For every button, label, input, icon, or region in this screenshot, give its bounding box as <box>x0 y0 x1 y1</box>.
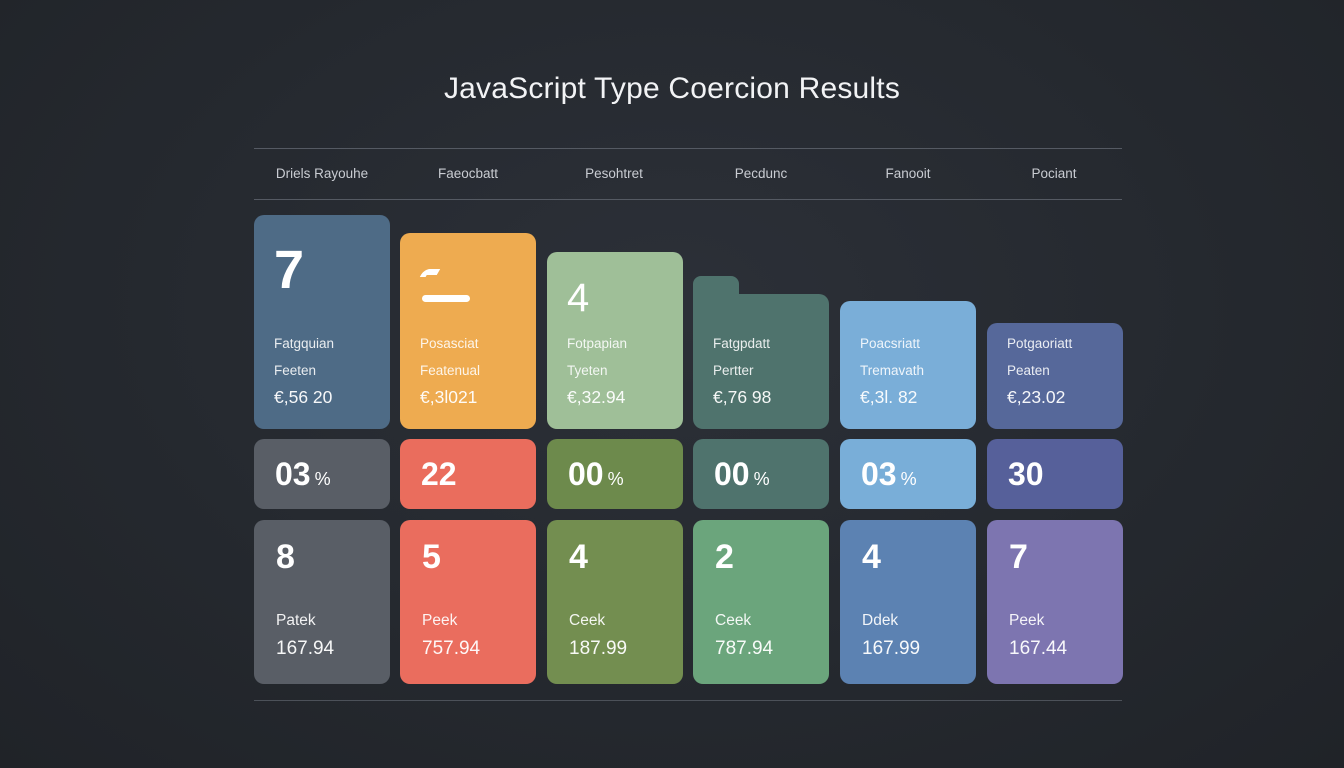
top-card-amount: €,76 98 <box>713 387 772 407</box>
bottom-card[interactable]: 4 Ddek 167.99 <box>840 520 976 684</box>
percent-value: 22 <box>421 458 461 490</box>
percent-unit: % <box>607 469 624 489</box>
top-card[interactable]: 7 Fatgquian Feeten €,56 20 <box>254 215 390 429</box>
bottom-card-value: 167.44 <box>1009 638 1068 659</box>
percent-unit: % <box>753 469 770 489</box>
header-row: Driels Rayouhe Faeocbatt Pesohtret Pecdu… <box>254 150 1122 198</box>
top-card[interactable]: Posasciat Featenual €,3l021 <box>400 233 536 429</box>
percent-value: 03% <box>861 458 917 490</box>
percent-number: 03 <box>861 456 897 492</box>
dash-icon-bar <box>422 295 470 302</box>
header-cell: Faeocbatt <box>437 166 499 181</box>
top-card-amount: €,23.02 <box>1007 387 1066 407</box>
bottom-card-number: 2 <box>715 538 734 576</box>
top-card-amount: €,56 20 <box>274 387 333 407</box>
dash-icon <box>419 269 470 309</box>
bottom-card-number: 4 <box>862 538 881 576</box>
bottom-card-value: 787.94 <box>715 638 774 659</box>
bottom-card[interactable]: 2 Ceek 787.94 <box>693 520 829 684</box>
percent-number: 03 <box>275 456 311 492</box>
top-card-sublabel: Tyeten <box>567 363 608 378</box>
dash-icon-stroke <box>419 269 441 277</box>
bottom-card-value: 167.94 <box>276 638 335 659</box>
bottom-card[interactable]: 4 Ceek 187.99 <box>547 520 683 684</box>
percent-tile[interactable]: 03% <box>254 439 390 509</box>
top-card-sublabel: Tremavath <box>860 363 925 378</box>
bottom-card-label: Ceek <box>569 612 606 629</box>
percent-value: 00% <box>714 458 770 490</box>
header-cell: Pesohtret <box>585 166 643 181</box>
bottom-card-label: Peek <box>1009 612 1045 629</box>
top-card-sublabel: Featenual <box>420 363 481 378</box>
top-card-amount: €,3l. 82 <box>860 387 918 407</box>
header-cell: Fanooit <box>885 166 931 181</box>
percent-tile[interactable]: 00% <box>693 439 829 509</box>
top-card-label: Fatgquian <box>274 336 335 351</box>
percent-tile[interactable]: 03% <box>840 439 976 509</box>
top-card-amount: €,32.94 <box>567 387 626 407</box>
top-card[interactable]: 4 Fotpapian Tyeten €,32.94 <box>547 252 683 429</box>
header-cell: Driels Rayouhe <box>275 166 369 181</box>
top-card-label: Posasciat <box>420 336 479 351</box>
percent-value: 30 <box>1008 458 1048 490</box>
top-card-big-value: 4 <box>567 276 590 320</box>
percent-number: 30 <box>1008 456 1044 492</box>
top-card-sublabel: Feeten <box>274 363 317 378</box>
percent-tile[interactable]: 30 <box>987 439 1123 509</box>
footer-rule <box>254 700 1122 701</box>
bottom-card-number: 8 <box>276 538 295 576</box>
top-card-folder[interactable]: Fatgpdatt Pertter €,76 98 <box>693 276 829 429</box>
top-card-label: Potgaoriatt <box>1007 336 1073 351</box>
bottom-card-value: 187.99 <box>569 638 628 659</box>
bottom-card[interactable]: 8 Patek 167.94 <box>254 520 390 684</box>
bottom-card[interactable]: 7 Peek 167.44 <box>987 520 1123 684</box>
percent-number: 00 <box>568 456 604 492</box>
header-top-rule <box>254 148 1122 149</box>
percent-unit: % <box>900 469 917 489</box>
header-bottom-rule <box>254 199 1122 200</box>
top-card-label: Fatgpdatt <box>713 336 771 351</box>
percent-unit: % <box>314 469 331 489</box>
header-cell: Pecdunc <box>734 166 788 181</box>
percent-tile[interactable]: 22 <box>400 439 536 509</box>
percent-number: 00 <box>714 456 750 492</box>
top-card-sublabel: Pertter <box>713 363 754 378</box>
header-cell: Pociant <box>1031 166 1077 181</box>
percent-tile[interactable]: 00% <box>547 439 683 509</box>
bottom-card-value: 167.99 <box>862 638 921 659</box>
bottom-card-label: Patek <box>276 612 316 629</box>
bottom-card-label: Ddek <box>862 612 899 629</box>
page-title: JavaScript Type Coercion Results <box>443 72 901 105</box>
percent-value: 03% <box>275 458 331 490</box>
top-card-big-value: 7 <box>274 240 305 300</box>
bottom-card-label: Ceek <box>715 612 752 629</box>
top-card-sublabel: Peaten <box>1007 363 1050 378</box>
top-card-label: Poacsriatt <box>860 336 921 351</box>
top-card[interactable]: Poacsriatt Tremavath €,3l. 82 <box>840 301 976 429</box>
bottom-card-number: 5 <box>422 538 441 576</box>
bottom-card-number: 4 <box>569 538 588 576</box>
bottom-card-label: Peek <box>422 612 458 629</box>
bottom-card-value: 757.94 <box>422 638 481 659</box>
top-card-amount: €,3l021 <box>420 387 478 407</box>
percent-number: 22 <box>421 456 457 492</box>
folder-tab <box>693 276 739 302</box>
bottom-card-number: 7 <box>1009 538 1028 576</box>
top-card-label: Fotpapian <box>567 336 628 351</box>
top-card[interactable]: Potgaoriatt Peaten €,23.02 <box>987 323 1123 429</box>
percent-value: 00% <box>568 458 624 490</box>
bottom-card[interactable]: 5 Peek 757.94 <box>400 520 536 684</box>
